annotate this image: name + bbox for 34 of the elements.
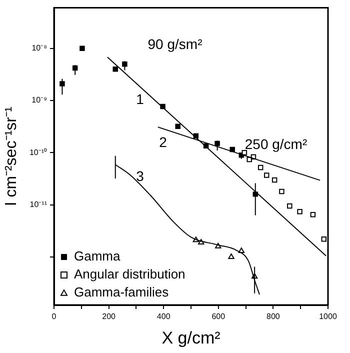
point xyxy=(228,253,234,259)
y-tick-label: 10⁻¹⁰ xyxy=(29,148,47,157)
legend-label: Gamma-families xyxy=(74,284,170,300)
point xyxy=(242,150,248,156)
point xyxy=(258,164,264,170)
x-tick-label: 200 xyxy=(102,312,116,322)
point xyxy=(272,177,278,183)
legend-label: Gamma xyxy=(74,248,121,264)
y-axis-title: I cm⁻²sec⁻¹sr⁻¹ xyxy=(3,106,20,206)
x-axis-title: X g/cm² xyxy=(162,328,221,348)
y-tick-label: 10⁻⁸ xyxy=(32,44,47,53)
annotation: 3 xyxy=(136,168,144,184)
annotation: 1 xyxy=(136,90,144,107)
point xyxy=(287,203,292,209)
point xyxy=(60,81,65,86)
point xyxy=(310,212,316,218)
point xyxy=(80,46,85,51)
x-tick-label: 600 xyxy=(212,312,226,322)
annotation: 250 g/cm² xyxy=(244,136,308,152)
point xyxy=(112,66,118,72)
x-tick-label: 1000 xyxy=(319,312,338,322)
point xyxy=(175,124,180,129)
x-tick-label: 0 xyxy=(52,312,57,322)
point xyxy=(321,236,327,242)
point xyxy=(297,209,302,214)
point xyxy=(264,172,270,178)
legend-label: Angular distribution xyxy=(74,266,186,282)
x-tick-label: 400 xyxy=(156,312,171,322)
annotation: 2 xyxy=(159,134,168,150)
y-tick-label: 10⁻⁹ xyxy=(32,96,47,105)
x-tick-label: 800 xyxy=(266,312,280,322)
annotation: 90 g/sm² xyxy=(148,36,203,52)
point xyxy=(279,188,284,194)
y-tick-label: 10⁻¹¹ xyxy=(30,200,48,210)
